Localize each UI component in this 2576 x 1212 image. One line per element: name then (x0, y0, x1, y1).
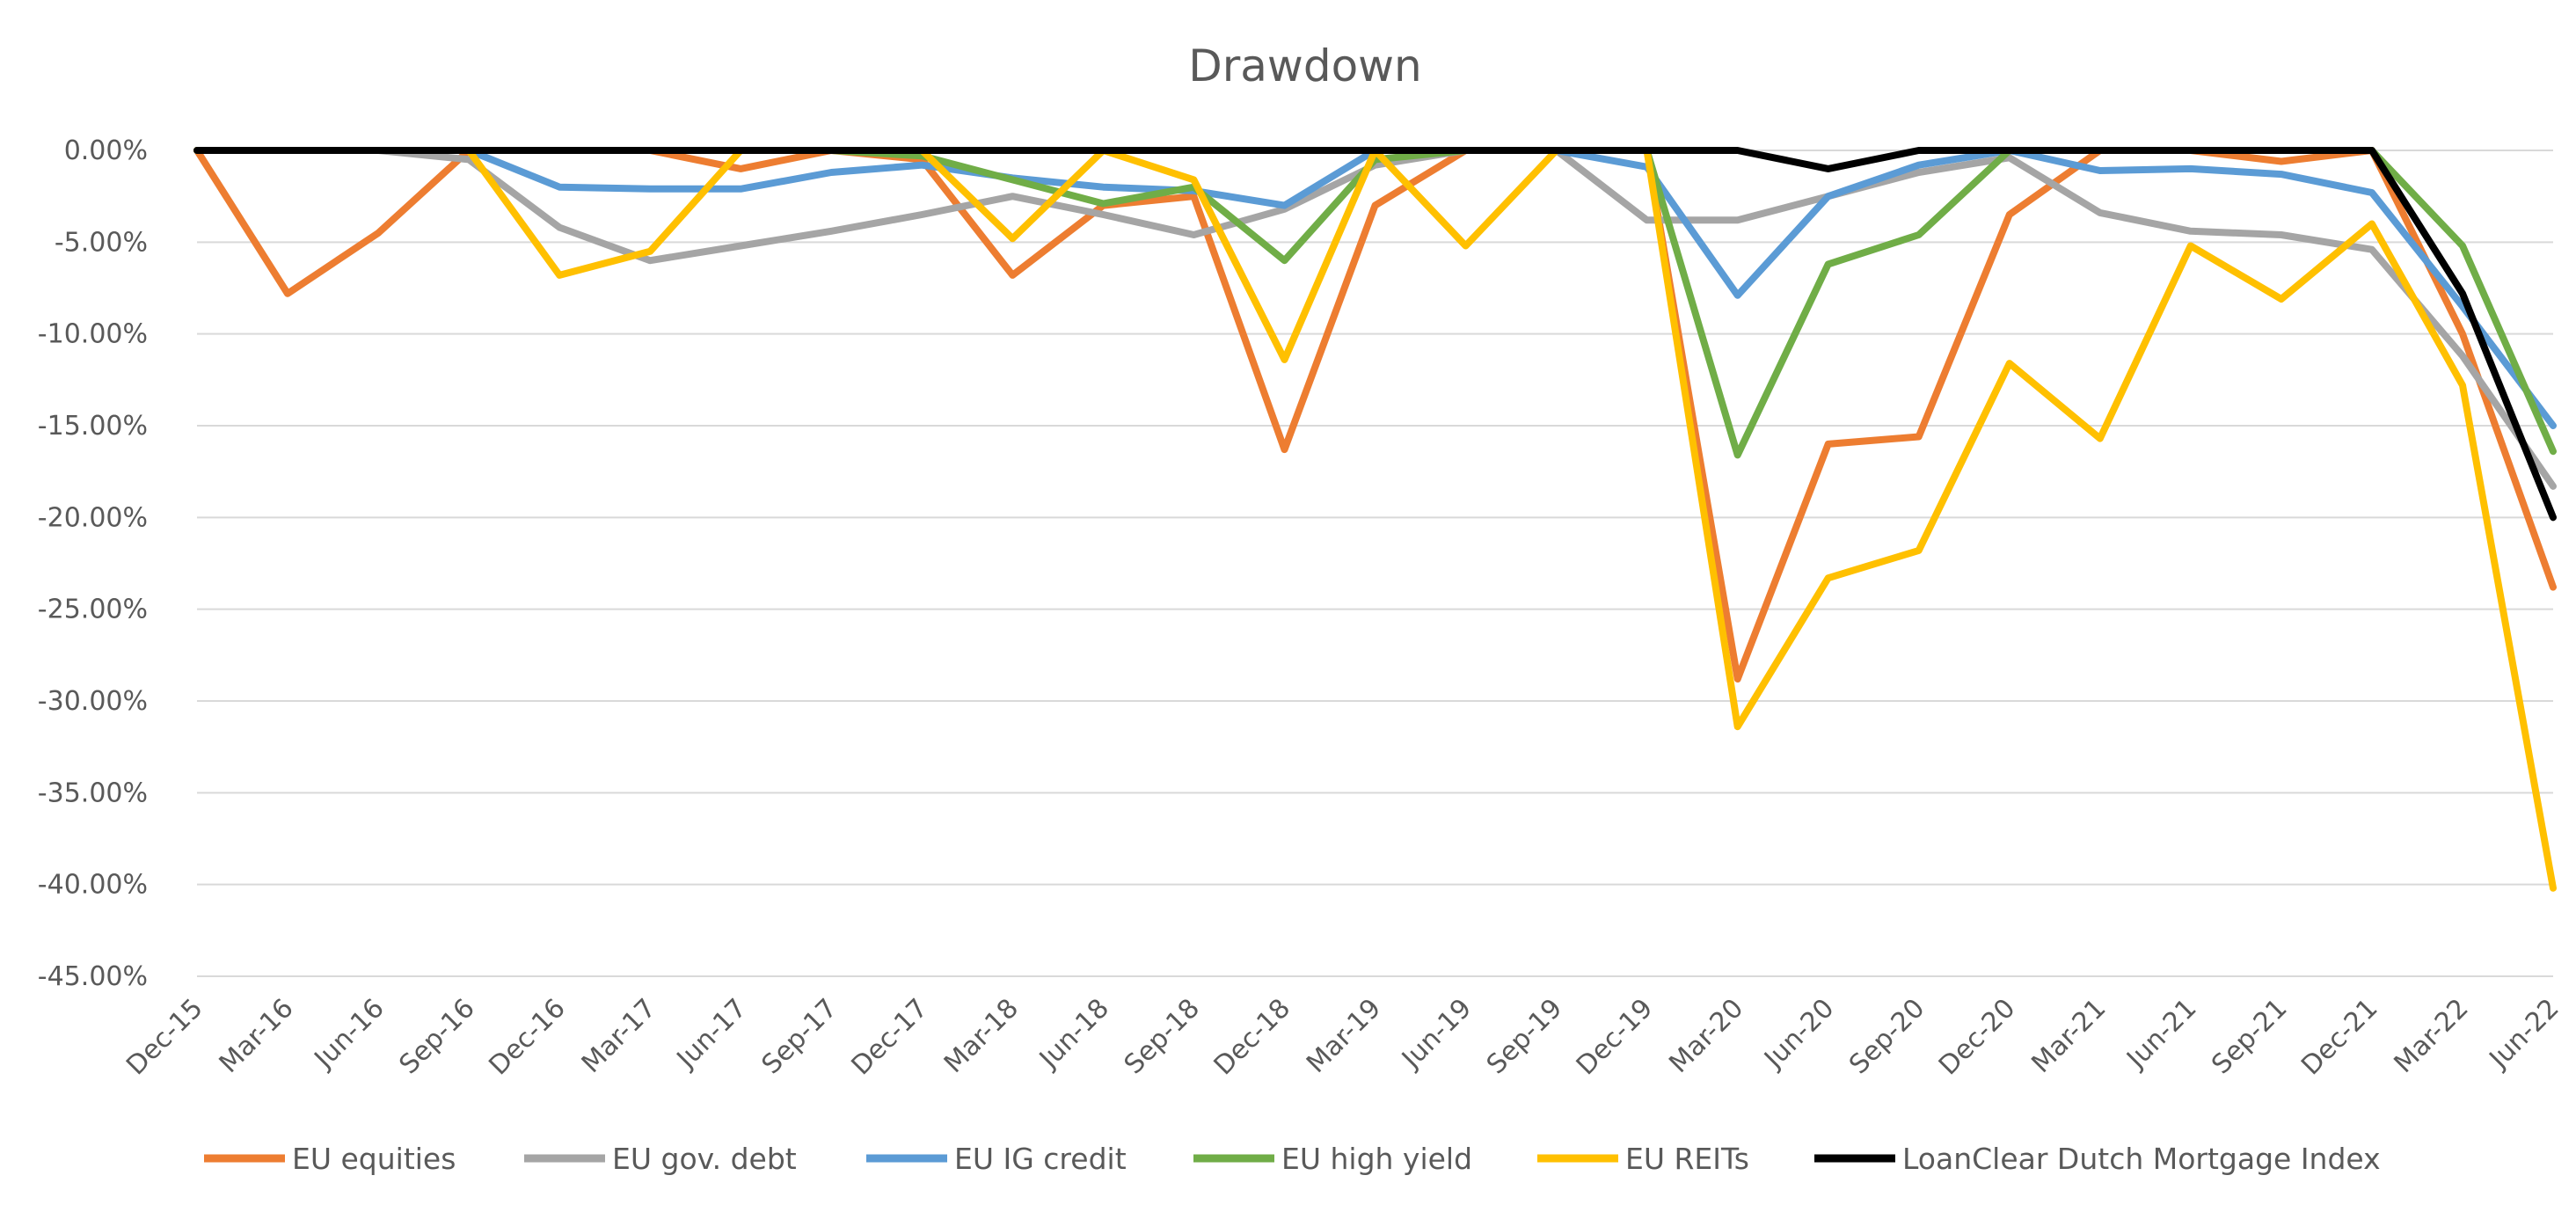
x-tick-label: Sep-18 (1119, 993, 1206, 1080)
x-tick-label: Dec-18 (1208, 993, 1296, 1081)
chart-title: Drawdown (1188, 40, 1422, 91)
y-tick-label: -35.00% (38, 778, 148, 808)
x-tick-label: Dec-20 (1933, 993, 2021, 1081)
x-tick-label: Jun-20 (1757, 993, 1840, 1076)
x-axis-tick-labels: Dec-15 Mar-16 Jun-16 Sep-16 Dec-16 Mar-17 Jun-… (120, 993, 2565, 1081)
y-tick-label: -40.00% (38, 870, 148, 901)
x-tick-label: Sep-16 (393, 993, 480, 1080)
legend-label: EU equities (292, 1142, 456, 1176)
x-tick-label: Dec-21 (2295, 993, 2383, 1081)
x-tick-label: Dec-19 (1571, 993, 1659, 1081)
series-line-2 (193, 147, 2557, 490)
legend-label: EU gov. debt (612, 1142, 797, 1176)
x-tick-label: Mar-18 (938, 993, 1025, 1079)
y-tick-label: -15.00% (38, 411, 148, 442)
x-tick-label: Jun-16 (308, 993, 390, 1076)
series-line-3 (193, 147, 2557, 429)
series-line-5 (193, 147, 2557, 892)
y-axis-tick-labels: 0.00% -5.00% -10.00% -15.00% -20.00% -25.00% -… (38, 135, 148, 992)
x-tick-label: Jun-18 (1033, 993, 1115, 1076)
x-tick-label: Jun-21 (2120, 993, 2203, 1076)
series-line-4 (193, 147, 2557, 459)
x-tick-label: Jun-17 (670, 993, 753, 1076)
x-tick-label: Mar-17 (576, 993, 662, 1079)
y-tick-label: -10.00% (38, 319, 148, 350)
y-tick-label: -25.00% (38, 595, 148, 625)
x-tick-label: Mar-21 (2025, 993, 2112, 1079)
y-tick-label: -5.00% (55, 227, 148, 258)
y-tick-label: -45.00% (38, 961, 148, 992)
legend-label: EU high yield (1281, 1142, 1472, 1176)
legend-label: LoanClear Dutch Mortgage Index (1902, 1142, 2381, 1176)
x-tick-label: Sep-17 (756, 993, 843, 1080)
gridlines (197, 150, 2553, 977)
legend-label: EU IG credit (954, 1142, 1127, 1176)
x-tick-label: Dec-15 (120, 993, 208, 1081)
legend-label: EU REITs (1625, 1142, 1749, 1176)
x-tick-label: Mar-22 (2389, 993, 2475, 1079)
x-tick-label: Sep-20 (1843, 993, 1930, 1080)
y-tick-label: 0.00% (64, 135, 148, 166)
y-tick-label: -20.00% (38, 502, 148, 533)
x-tick-label: Mar-20 (1663, 993, 1749, 1079)
y-tick-label: -30.00% (38, 686, 148, 717)
x-tick-label: Jun-22 (2483, 993, 2565, 1076)
x-tick-label: Mar-16 (214, 993, 300, 1079)
x-tick-label: Mar-19 (1301, 993, 1387, 1079)
x-tick-label: Sep-21 (2206, 993, 2293, 1080)
legend: EU equities EU gov. debt EU IG credit EU hi… (204, 1142, 2381, 1176)
series-lines (193, 147, 2557, 892)
x-tick-label: Dec-16 (483, 993, 571, 1081)
series-line-6 (193, 147, 2557, 522)
x-tick-label: Sep-19 (1481, 993, 1568, 1080)
x-tick-label: Jun-19 (1395, 993, 1478, 1076)
x-tick-label: Dec-17 (846, 993, 934, 1081)
